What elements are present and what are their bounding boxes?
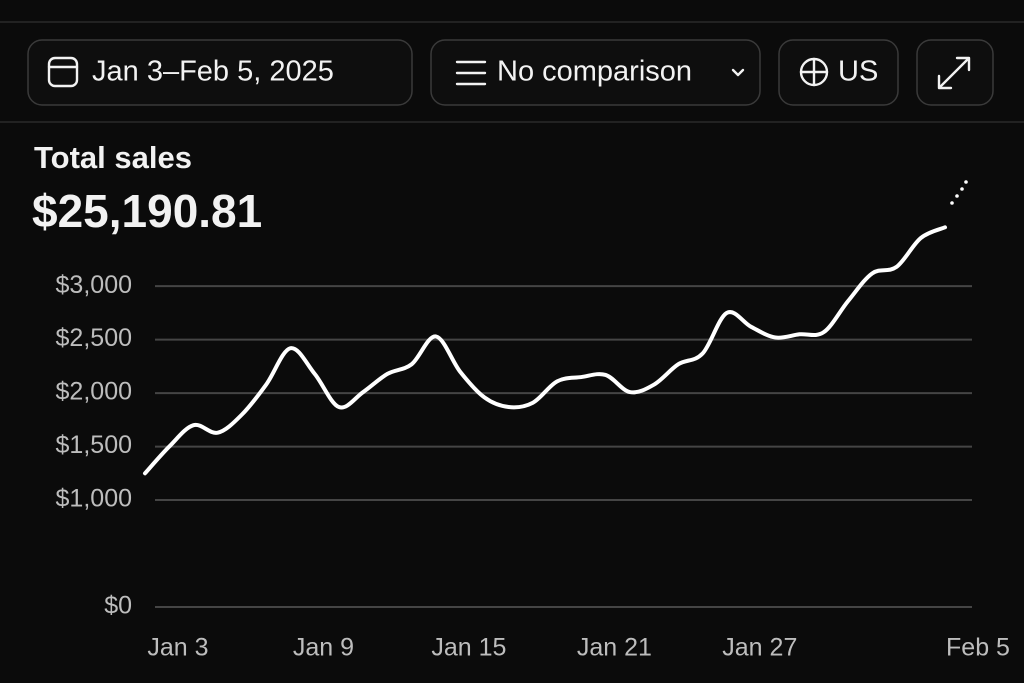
globe-icon [799,57,829,87]
y-tick-label: $3,000 [56,271,132,299]
y-tick-label: $1,000 [56,485,132,513]
x-tick-label: Jan 27 [722,634,797,662]
date-range-label: Jan 3–Feb 5, 2025 [92,56,334,88]
y-tick-label: $2,000 [56,378,132,406]
region-label: US [838,56,878,88]
y-tick-label: $1,500 [56,431,132,459]
chart-title: Total sales [34,140,192,175]
calendar-icon [47,56,79,88]
sales-line [143,225,947,476]
filter-icon [455,60,487,86]
x-tick-label: Feb 5 [946,634,1010,662]
x-tick-label: Jan 9 [293,634,354,662]
expand-button[interactable] [916,39,994,106]
x-tick-label: Jan 21 [577,634,652,662]
x-tick-label: Jan 15 [431,634,506,662]
chevron-icon [731,68,745,77]
date-range-button[interactable]: Jan 3–Feb 5, 2025 [27,39,413,106]
total-value: $25,190.81 [32,185,262,237]
expand-icon [937,56,971,90]
comparison-label: No comparison [497,56,692,88]
x-tick-label: Jan 3 [147,634,208,662]
button-frame [430,39,761,106]
button-frame [778,39,899,106]
y-tick-label: $2,500 [56,324,132,352]
button-frame [27,39,413,106]
y-tick-label: $0 [104,592,132,620]
comparison-button[interactable]: No comparison [430,39,761,106]
projection-dots [950,180,968,205]
region-button[interactable]: US [778,39,899,106]
